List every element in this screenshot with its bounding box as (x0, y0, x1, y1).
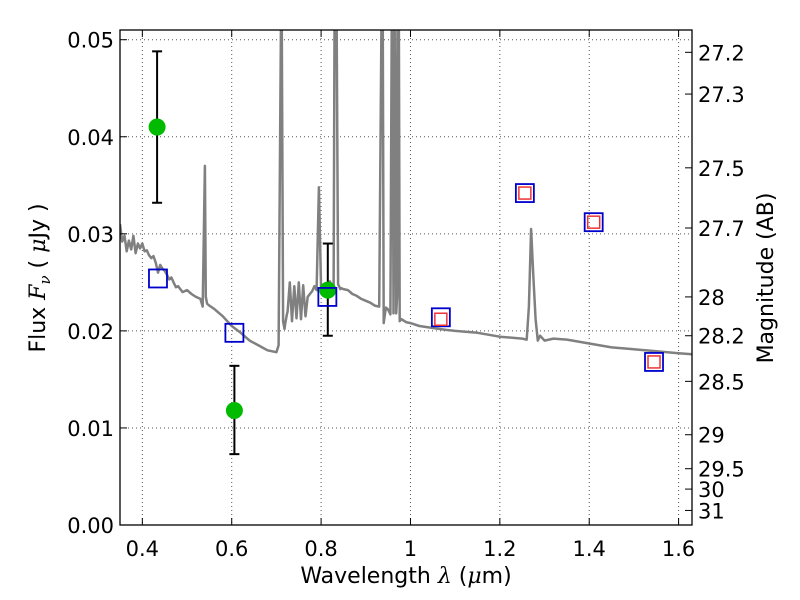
observed-flux-point (225, 401, 243, 419)
y2-tick-label: 27.5 (698, 157, 745, 181)
y-axis-label: Flux Fν ( μJy ) (26, 203, 54, 352)
plot-frame (119, 29, 693, 526)
inner-square-marker (586, 215, 601, 229)
model-square-marker (148, 268, 168, 289)
y2-tick-label: 28.2 (698, 325, 745, 349)
x-tick-label: 1.4 (573, 537, 606, 561)
grid-lines (120, 30, 692, 525)
model-square-layer (148, 183, 664, 372)
plot-data-area (120, 30, 692, 456)
model-square-marker (430, 307, 451, 328)
y-tick-label: 0.02 (67, 320, 114, 344)
y2-tick-label: 27.2 (698, 41, 745, 65)
x-tick-label: 0.8 (304, 537, 337, 561)
model-square-marker (644, 352, 664, 372)
inner-square-marker (518, 186, 532, 200)
model-spectrum-line (120, 30, 692, 356)
x-tick-label: 1 (404, 537, 417, 561)
observed-flux-point (319, 281, 337, 299)
axis-ticks: 0.4 0.6 0.8 1 1.2 1.4 1.6 0.00 0.01 0.02 0.03 0.04 0… (67, 29, 745, 561)
y2-axis-label: Magnitude (AB) (754, 193, 779, 364)
inner-square-marker (434, 312, 448, 326)
y2-tick-label: 29.5 (698, 458, 745, 482)
y2-tick-label: 29 (698, 424, 725, 448)
y2-tick-label: 30 (698, 478, 725, 502)
model-spectrum-layer (120, 30, 692, 356)
model-square-marker (224, 322, 245, 343)
y2-tick-label: 27.7 (698, 217, 745, 241)
y-tick-label: 0.04 (67, 126, 114, 150)
plot-border (119, 29, 693, 526)
model-square-marker (583, 212, 604, 233)
y2-tick-label: 31 (698, 499, 725, 523)
y-tick-label: 0.01 (67, 417, 114, 441)
y-tick-label: 0.00 (67, 514, 114, 538)
y-tick-label: 0.05 (67, 29, 114, 53)
x-axis-label: Wavelength λ (μm) (300, 564, 511, 589)
y2-tick-label: 28 (698, 286, 725, 310)
model-square-marker (317, 287, 338, 307)
observed-point-layer (148, 118, 337, 419)
x-tick-label: 1.2 (483, 537, 516, 561)
inner-square-marker (647, 355, 661, 369)
observed-flux-point (148, 118, 166, 136)
y2-tick-label: 27.3 (698, 83, 745, 107)
y2-tick-label: 28.5 (698, 370, 745, 394)
x-tick-label: 0.4 (126, 537, 159, 561)
model-square-marker (514, 183, 535, 203)
x-tick-label: 0.6 (215, 537, 248, 561)
x-tick-label: 1.6 (662, 537, 695, 561)
y-tick-label: 0.03 (67, 223, 114, 247)
